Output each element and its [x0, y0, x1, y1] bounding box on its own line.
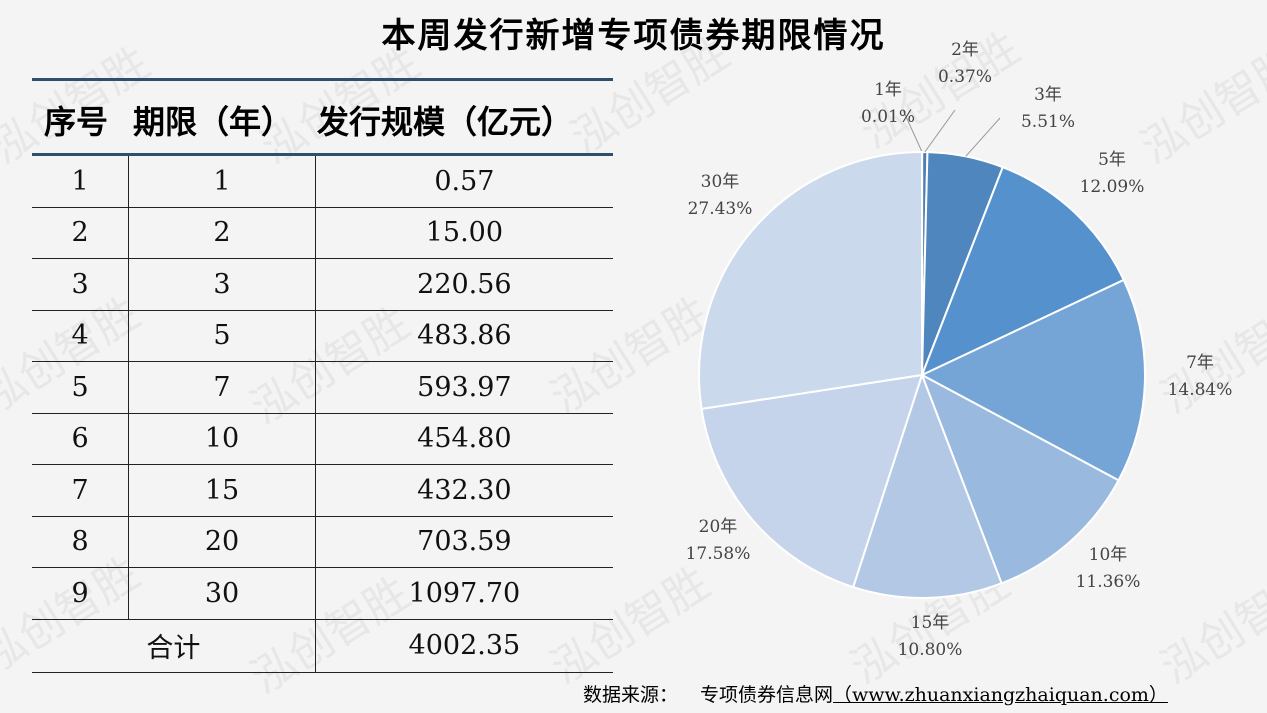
row-number: 6: [32, 413, 130, 465]
row-term: 7: [128, 361, 316, 414]
slice-label: 2年: [951, 40, 979, 60]
pie-slice: [920, 165, 1126, 377]
pie-slice: [851, 371, 1003, 599]
slice-label: 15年: [911, 613, 950, 633]
slice-label: 20年: [699, 517, 738, 537]
table-row: 8 20 703.59: [32, 516, 613, 568]
slice-percent: 11.36%: [1076, 572, 1141, 592]
header-amount: 发行规模（亿元）: [317, 103, 574, 141]
row-number: 2: [32, 207, 130, 259]
leader-line: [924, 109, 956, 153]
row-number: 3: [32, 258, 130, 311]
leader-line: [965, 117, 1001, 157]
source-name: 专项债券信息网: [700, 684, 834, 706]
row-amount: 483.86: [315, 310, 613, 362]
row-term: 10: [128, 413, 316, 465]
row-term: 1: [128, 154, 316, 208]
row-amount: 220.56: [315, 258, 613, 311]
row-term: 3: [128, 258, 316, 311]
pie-slice: [698, 150, 923, 411]
table-row: 1 1 0.57: [32, 154, 613, 208]
row-amount: 1097.70: [315, 567, 613, 620]
table-row: 3 3 220.56: [32, 258, 613, 311]
row-amount: 454.80: [315, 413, 613, 465]
table-row: 6 10 454.80: [32, 413, 613, 465]
row-number: 8: [32, 516, 130, 568]
row-term: 20: [128, 516, 316, 568]
table-header: 序号 期限（年） 发行规模（亿元）: [32, 78, 613, 156]
row-amount: 593.97: [315, 361, 613, 414]
slice-percent: 27.43%: [688, 199, 753, 219]
header-no: 序号: [44, 103, 109, 141]
slice-label: 3年: [1034, 85, 1062, 105]
slice-label: 30年: [701, 172, 740, 192]
row-term: 2: [128, 207, 316, 259]
term-table: 序号 期限（年） 发行规模（亿元） 1 1 0.57 2 2 15.00 3 3 220.56 4…: [32, 78, 613, 673]
slice-label: 5年: [1098, 150, 1126, 170]
data-source: 数据来源： 专项债券信息网（www.zhuanxiangzhaiquan.com）: [583, 680, 1168, 707]
total-value: 4002.35: [315, 619, 613, 673]
slice-percent: 0.37%: [938, 67, 992, 87]
row-number: 9: [32, 567, 130, 620]
slice-label: 10年: [1089, 545, 1128, 565]
table-row: 9 30 1097.70: [32, 567, 613, 620]
leader-line: [902, 109, 923, 153]
page-title: 本周发行新增专项债券期限情况: [381, 16, 886, 56]
slice-percent: 14.84%: [1168, 380, 1233, 400]
pie-slice: [700, 373, 924, 589]
table-total-row: 合计 4002.35: [32, 619, 613, 673]
table-row: 2 2 15.00: [32, 207, 613, 259]
table-row: 4 5 483.86: [32, 310, 613, 362]
row-term: 5: [128, 310, 316, 362]
row-number: 1: [32, 154, 130, 208]
row-number: 5: [32, 361, 130, 414]
slice-label: 7年: [1186, 353, 1214, 373]
row-amount: 15.00: [315, 207, 613, 259]
row-number: 4: [32, 310, 130, 362]
table-body: 1 1 0.57 2 2 15.00 3 3 220.56 4 5 483.86 5 7 593.97 6 10…: [32, 154, 613, 620]
source-url[interactable]: （www.zhuanxiangzhaiquan.com）: [833, 684, 1168, 706]
table-row: 5 7 593.97: [32, 361, 613, 414]
pie-slice: [919, 278, 1146, 482]
row-amount: 432.30: [315, 464, 613, 517]
row-number: 7: [32, 464, 130, 517]
slice-percent: 10.80%: [898, 640, 963, 660]
header-term: 期限（年）: [133, 103, 294, 141]
row-term: 15: [128, 464, 316, 517]
slice-percent: 12.09%: [1080, 177, 1145, 197]
slice-percent: 17.58%: [686, 544, 751, 564]
row-term: 30: [128, 567, 316, 620]
slice-label: 1年: [874, 80, 902, 100]
source-label: 数据来源：: [583, 684, 679, 706]
slice-percent: 5.51%: [1021, 112, 1075, 132]
pie-slice: [920, 372, 1120, 585]
row-amount: 703.59: [315, 516, 613, 568]
row-amount: 0.57: [315, 154, 613, 208]
table-row: 7 15 432.30: [32, 464, 613, 517]
slice-percent: 0.01%: [861, 107, 915, 127]
total-label: 合计: [32, 619, 316, 673]
